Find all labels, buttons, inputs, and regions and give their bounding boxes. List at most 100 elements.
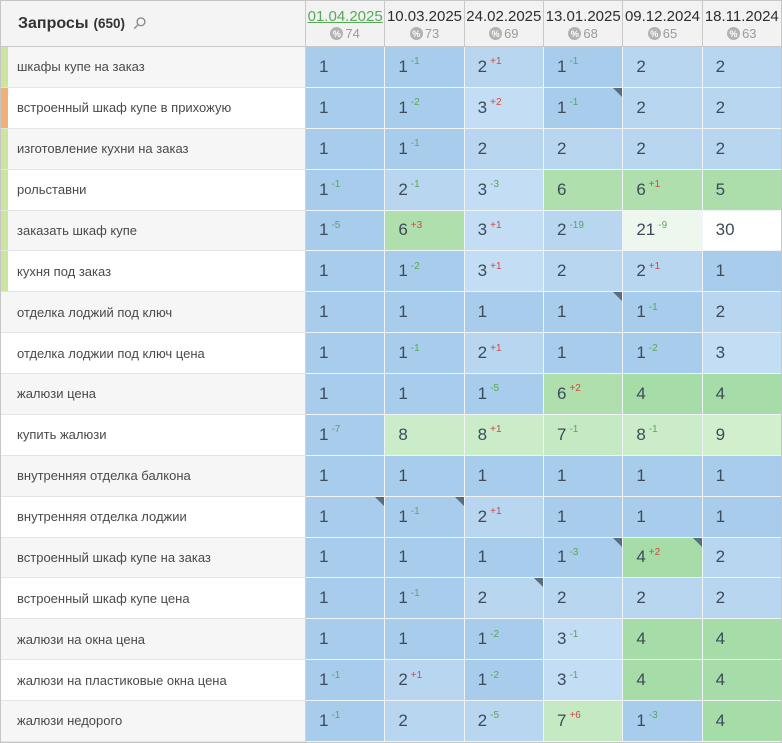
- query-cell[interactable]: отделка лоджии под ключ цена: [1, 333, 306, 374]
- column-date[interactable]: 10.03.2025: [386, 8, 463, 25]
- position-cell[interactable]: 4: [623, 374, 703, 415]
- position-cell[interactable]: 1 -1: [385, 128, 465, 170]
- position-cell[interactable]: 2 +1: [464, 333, 544, 374]
- position-cell[interactable]: 1 -5: [464, 374, 544, 415]
- position-cell[interactable]: 4: [623, 660, 703, 701]
- position-cell[interactable]: 1: [702, 496, 781, 538]
- position-cell[interactable]: 2 -1: [385, 169, 465, 211]
- position-cell[interactable]: 1: [702, 251, 781, 293]
- position-cell[interactable]: 1 -1: [306, 169, 386, 211]
- position-cell[interactable]: 1 -1: [306, 660, 386, 701]
- position-cell[interactable]: 2: [623, 128, 703, 170]
- position-cell[interactable]: 1: [543, 496, 624, 538]
- position-cell[interactable]: 2 +1: [464, 47, 544, 88]
- position-cell[interactable]: 1: [385, 619, 465, 661]
- position-cell[interactable]: 1 -1: [543, 87, 624, 129]
- position-cell[interactable]: 2 -5: [464, 701, 544, 742]
- column-header-date-5[interactable]: 18.11.2024% 63: [703, 1, 781, 46]
- query-cell[interactable]: встроенный шкаф купе цена: [1, 578, 306, 620]
- position-cell[interactable]: 1 -1: [623, 292, 703, 334]
- position-cell[interactable]: 1: [543, 455, 624, 497]
- position-cell[interactable]: 2: [623, 47, 703, 88]
- position-cell[interactable]: 8 +1: [464, 414, 544, 456]
- position-cell[interactable]: 7 -1: [543, 414, 624, 456]
- position-cell[interactable]: 6 +3: [385, 210, 465, 252]
- position-cell[interactable]: 1 -1: [385, 578, 465, 620]
- position-cell[interactable]: 4: [702, 619, 781, 661]
- position-cell[interactable]: 1 -2: [623, 333, 703, 374]
- query-cell[interactable]: отделка лоджий под ключ: [1, 292, 306, 334]
- query-cell[interactable]: изготовление кухни на заказ: [1, 128, 306, 170]
- position-cell[interactable]: 1: [385, 537, 465, 579]
- position-cell[interactable]: 1: [464, 292, 544, 334]
- position-cell[interactable]: 8: [385, 414, 465, 456]
- column-header-date-4[interactable]: 09.12.2024% 65: [623, 1, 703, 46]
- position-cell[interactable]: 3 +1: [464, 251, 544, 293]
- position-cell[interactable]: 1: [306, 537, 386, 579]
- position-cell[interactable]: 1: [306, 87, 386, 129]
- position-cell[interactable]: 8 -1: [623, 414, 703, 456]
- column-header-date-2[interactable]: 24.02.2025% 69: [465, 1, 544, 46]
- position-cell[interactable]: 1 -5: [306, 210, 386, 252]
- query-cell[interactable]: заказать шкаф купе: [1, 210, 306, 252]
- position-cell[interactable]: 1: [306, 374, 386, 415]
- position-cell[interactable]: 21 -9: [623, 210, 703, 252]
- position-cell[interactable]: 6 +1: [623, 169, 703, 211]
- query-cell[interactable]: жалюзи цена: [1, 374, 306, 415]
- position-cell[interactable]: 2: [543, 251, 624, 293]
- position-cell[interactable]: 5: [702, 169, 781, 211]
- position-cell[interactable]: 1: [385, 455, 465, 497]
- position-cell[interactable]: 6 +2: [543, 374, 624, 415]
- position-cell[interactable]: 2: [702, 47, 781, 88]
- query-cell[interactable]: встроенный шкаф купе на заказ: [1, 537, 306, 579]
- position-cell[interactable]: 3 +2: [464, 87, 544, 129]
- position-cell[interactable]: 2: [702, 128, 781, 170]
- query-cell[interactable]: внутренняя отделка балкона: [1, 455, 306, 497]
- position-cell[interactable]: 2 +1: [385, 660, 465, 701]
- position-cell[interactable]: 1: [702, 455, 781, 497]
- position-cell[interactable]: 1 -2: [385, 251, 465, 293]
- query-cell[interactable]: встроенный шкаф купе в прихожую: [1, 87, 306, 129]
- position-cell[interactable]: 9: [702, 414, 781, 456]
- position-cell[interactable]: 1: [623, 496, 703, 538]
- position-cell[interactable]: 2: [623, 578, 703, 620]
- position-cell[interactable]: 2: [464, 128, 544, 170]
- column-date[interactable]: 09.12.2024: [624, 8, 701, 25]
- position-cell[interactable]: 1: [306, 333, 386, 374]
- query-cell[interactable]: внутренняя отделка лоджии: [1, 496, 306, 538]
- position-cell[interactable]: 2: [543, 578, 624, 620]
- position-cell[interactable]: 1 -3: [543, 537, 624, 579]
- position-cell[interactable]: 2: [464, 578, 544, 620]
- column-header-date-1[interactable]: 10.03.2025% 73: [385, 1, 465, 46]
- position-cell[interactable]: 2 -19: [543, 210, 624, 252]
- position-cell[interactable]: 1 -1: [385, 47, 465, 88]
- position-cell[interactable]: 1: [543, 292, 624, 334]
- position-cell[interactable]: 3 -1: [543, 619, 624, 661]
- position-cell[interactable]: 2: [623, 87, 703, 129]
- column-date[interactable]: 01.04.2025: [307, 8, 383, 25]
- column-header-date-3[interactable]: 13.01.2025% 68: [544, 1, 624, 46]
- position-cell[interactable]: 7 +6: [543, 701, 624, 742]
- position-cell[interactable]: 30: [702, 210, 781, 252]
- query-cell[interactable]: жалюзи на пластиковые окна цена: [1, 660, 306, 701]
- position-cell[interactable]: 2: [543, 128, 624, 170]
- query-cell[interactable]: шкафы купе на заказ: [1, 47, 306, 88]
- position-cell[interactable]: 2: [702, 537, 781, 579]
- position-cell[interactable]: 1 -2: [464, 660, 544, 701]
- position-cell[interactable]: 1: [306, 496, 386, 538]
- position-cell[interactable]: 1: [385, 292, 465, 334]
- position-cell[interactable]: 2: [702, 578, 781, 620]
- position-cell[interactable]: 1: [623, 455, 703, 497]
- position-cell[interactable]: 2: [385, 701, 465, 742]
- position-cell[interactable]: 1: [306, 251, 386, 293]
- position-cell[interactable]: 4: [623, 619, 703, 661]
- position-cell[interactable]: 1: [306, 128, 386, 170]
- column-date[interactable]: 13.01.2025: [545, 8, 621, 25]
- position-cell[interactable]: 2 +1: [464, 496, 544, 538]
- position-cell[interactable]: 2: [702, 292, 781, 334]
- position-cell[interactable]: 4: [702, 660, 781, 701]
- position-cell[interactable]: 3 -3: [464, 169, 544, 211]
- position-cell[interactable]: 3: [702, 333, 781, 374]
- column-header-date-0[interactable]: 01.04.2025% 74: [306, 1, 386, 46]
- position-cell[interactable]: 6: [543, 169, 624, 211]
